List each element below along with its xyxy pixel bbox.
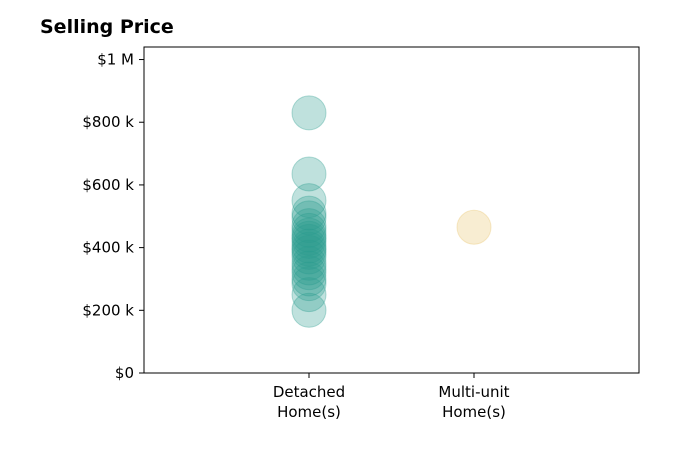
data-point [291,95,327,131]
data-point [291,292,327,328]
data-point [291,255,327,291]
x-tick-label: Multi-unit Home(s) [438,383,509,421]
data-point [291,200,327,236]
data-point [291,266,327,302]
data-point [291,183,327,219]
y-tick-label: $800 k [82,113,134,131]
data-point [291,239,327,275]
x-tick-label: Detached Home(s) [273,383,345,421]
y-tick-label: $1 M [97,51,134,69]
data-point [291,261,327,297]
y-axis: $0 $200 k $400 k $600 k $800 k $1 M [82,51,144,382]
data-point [291,220,327,256]
data-point [291,231,327,267]
data-point [291,156,327,192]
y-tick-label: $600 k [82,176,134,194]
data-point [291,277,327,313]
chart-title: Selling Price [40,16,174,38]
x-axis: Detached Home(s) Multi-unit Home(s) [273,373,510,421]
y-tick-label: $400 k [82,239,134,257]
data-point [291,234,327,270]
data-points [291,95,492,328]
data-point [291,250,327,286]
data-point [291,195,327,231]
data-point [291,217,327,253]
data-point [291,212,327,248]
data-point [456,209,492,245]
data-point [291,245,327,281]
data-point [291,223,327,259]
plot-frame [143,46,640,374]
data-point [291,208,327,244]
y-tick-label: $200 k [82,301,134,319]
y-tick-label: $0 [115,364,134,382]
data-point [291,228,327,264]
